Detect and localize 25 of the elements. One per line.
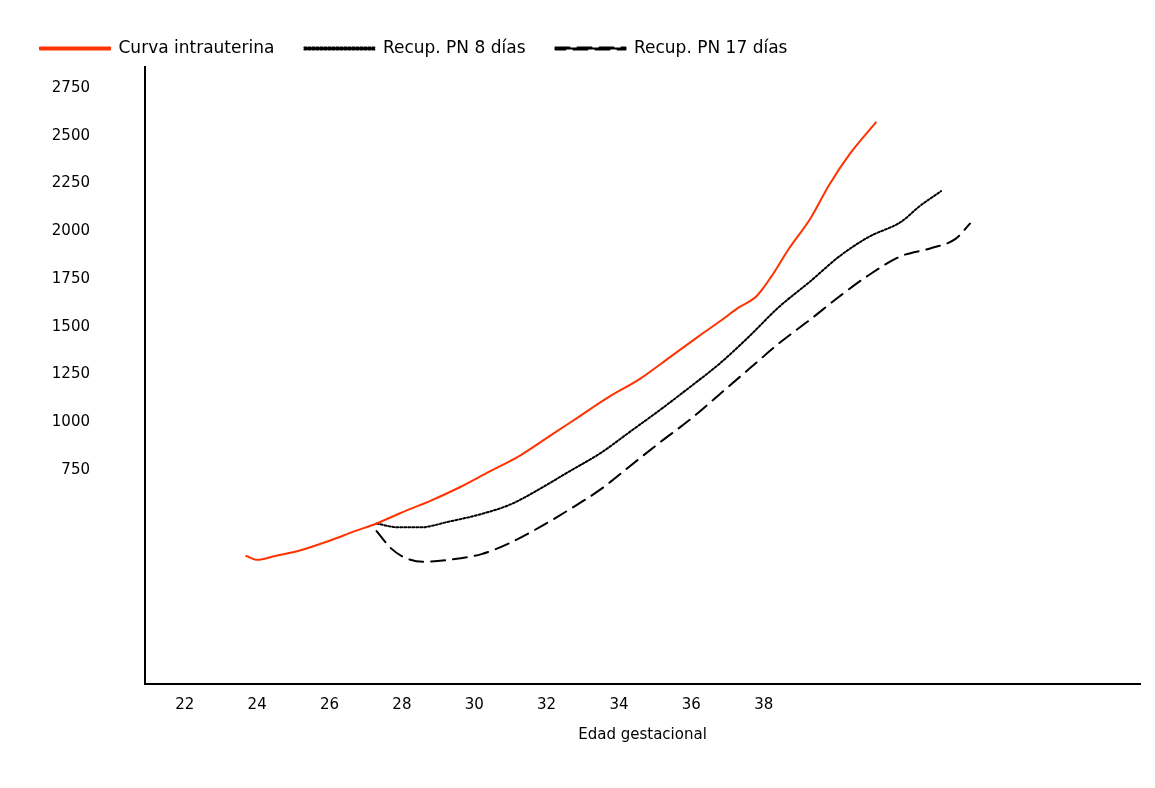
y-tick-label: 1500 <box>51 316 90 335</box>
x-tick-label: 26 <box>319 694 340 713</box>
legend-label: Curva intrauterina <box>118 36 275 57</box>
x-tick-label: 34 <box>609 694 629 713</box>
x-axis-title: Edad gestacional <box>578 724 707 743</box>
x-tick-label: 32 <box>537 694 557 713</box>
legend-label: Recup. PN 17 días <box>634 36 788 57</box>
y-tick-label: 2750 <box>51 77 90 96</box>
x-tick-label: 36 <box>681 694 701 713</box>
y-tick-label: 2250 <box>51 173 90 192</box>
x-tick-label: 24 <box>247 694 267 713</box>
line-series <box>375 222 971 563</box>
x-tick-label: 22 <box>175 694 195 713</box>
x-tick-label: 38 <box>754 694 774 713</box>
legend-label: Recup. PN 8 días <box>382 36 526 57</box>
y-tick-label: 2500 <box>51 125 90 144</box>
y-tick-label: 2000 <box>51 221 90 240</box>
line-series <box>375 190 942 529</box>
y-tick-label: 1000 <box>51 412 90 431</box>
y-tick-label: 750 <box>61 459 90 478</box>
x-tick-label: 28 <box>392 694 412 713</box>
x-tick-label: 30 <box>464 694 484 713</box>
y-tick-label: 1750 <box>51 268 90 287</box>
y-tick-label: 1250 <box>51 364 90 383</box>
line-series <box>245 121 877 561</box>
